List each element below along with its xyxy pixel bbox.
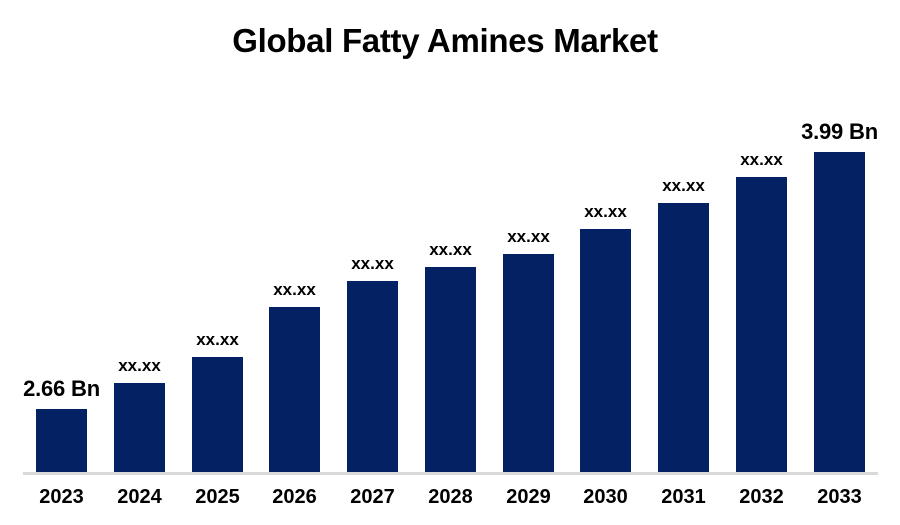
x-axis-tick-2030: 2030 bbox=[583, 486, 628, 508]
bar-value-label-2031: xx.xx bbox=[662, 176, 705, 195]
bar-value-label-2025: xx.xx bbox=[196, 330, 239, 349]
chart-title: Global Fatty Amines Market bbox=[232, 22, 658, 59]
x-axis-tick-2024: 2024 bbox=[117, 486, 162, 508]
bar-2026 bbox=[269, 307, 320, 472]
x-axis-tick-2031: 2031 bbox=[661, 486, 706, 508]
bar-2030 bbox=[580, 229, 631, 472]
bar-group-2030: xx.xx 2030 bbox=[580, 0, 631, 525]
bar-group-2033: 3.99 Bn 2033 bbox=[801, 0, 878, 525]
bar-2025 bbox=[192, 357, 243, 472]
bar-value-label-2028: xx.xx bbox=[429, 240, 472, 259]
bar-2028 bbox=[425, 267, 476, 472]
bar-2032 bbox=[736, 177, 787, 472]
bar-2031 bbox=[658, 203, 709, 472]
bar-2033 bbox=[814, 152, 865, 472]
bar-group-2023: 2.66 Bn 2023 bbox=[23, 0, 100, 525]
bar-value-label-2026: xx.xx bbox=[273, 280, 316, 299]
bar-group-2027: xx.xx 2027 bbox=[347, 0, 398, 525]
x-axis-tick-2032: 2032 bbox=[739, 486, 784, 508]
bar-value-label-2024: xx.xx bbox=[118, 356, 161, 375]
bar-group-2029: xx.xx 2029 bbox=[503, 0, 554, 525]
bar-group-2031: xx.xx 2031 bbox=[658, 0, 709, 525]
x-axis-tick-2033: 2033 bbox=[817, 486, 862, 508]
bar-value-label-2032: xx.xx bbox=[740, 150, 783, 169]
bar-group-2024: xx.xx 2024 bbox=[114, 0, 165, 525]
x-axis-line bbox=[23, 472, 878, 475]
x-axis-tick-2025: 2025 bbox=[195, 486, 240, 508]
bar-value-label-2030: xx.xx bbox=[584, 202, 627, 221]
x-axis-tick-2026: 2026 bbox=[272, 486, 317, 508]
bar-group-2025: xx.xx 2025 bbox=[192, 0, 243, 525]
bar-value-label-2029: xx.xx bbox=[507, 227, 550, 246]
x-axis-tick-2029: 2029 bbox=[506, 486, 551, 508]
bar-group-2032: xx.xx 2032 bbox=[736, 0, 787, 525]
x-axis-tick-2028: 2028 bbox=[428, 486, 473, 508]
bar-value-label-2033: 3.99 Bn bbox=[801, 119, 878, 144]
x-axis-tick-2023: 2023 bbox=[39, 486, 84, 508]
bar-group-2028: xx.xx 2028 bbox=[425, 0, 476, 525]
x-axis-tick-2027: 2027 bbox=[350, 486, 395, 508]
bar-2027 bbox=[347, 281, 398, 472]
bar-value-label-2023: 2.66 Bn bbox=[23, 376, 100, 401]
bar-2029 bbox=[503, 254, 554, 472]
bar-group-2026: xx.xx 2026 bbox=[269, 0, 320, 525]
bar-2023 bbox=[36, 409, 87, 472]
bar-2024 bbox=[114, 383, 165, 472]
bar-value-label-2027: xx.xx bbox=[351, 254, 394, 273]
